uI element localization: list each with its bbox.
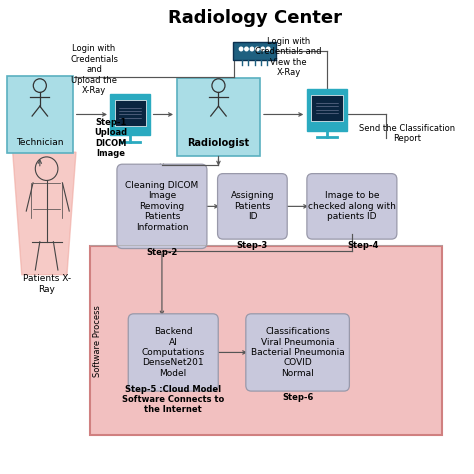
- Circle shape: [250, 47, 254, 51]
- Text: Step-5 :Cloud Model
Software Connects to
the Internet: Step-5 :Cloud Model Software Connects to…: [122, 385, 224, 414]
- Text: Send the Classification
Report: Send the Classification Report: [359, 124, 455, 143]
- Text: Step-4: Step-4: [347, 241, 379, 250]
- Text: Step-3: Step-3: [237, 241, 268, 250]
- FancyBboxPatch shape: [115, 100, 146, 126]
- Circle shape: [245, 47, 248, 51]
- FancyBboxPatch shape: [307, 173, 397, 239]
- Text: Classifications
Viral Pneumonia
Bacterial Pneumonia
COVID
Normal: Classifications Viral Pneumonia Bacteria…: [251, 327, 345, 378]
- Circle shape: [239, 47, 243, 51]
- Text: Radiologist: Radiologist: [187, 138, 249, 148]
- Text: Technician: Technician: [16, 138, 64, 147]
- FancyBboxPatch shape: [177, 78, 260, 156]
- Text: Step-6: Step-6: [282, 393, 313, 402]
- Text: Step-2: Step-2: [146, 247, 178, 256]
- FancyBboxPatch shape: [246, 314, 349, 391]
- FancyBboxPatch shape: [307, 89, 347, 130]
- FancyBboxPatch shape: [90, 246, 442, 435]
- Circle shape: [266, 47, 270, 51]
- Text: Software Process: Software Process: [93, 305, 102, 377]
- Polygon shape: [13, 152, 76, 275]
- FancyBboxPatch shape: [218, 173, 287, 239]
- Text: Patients X-
Ray: Patients X- Ray: [23, 274, 71, 294]
- Circle shape: [261, 47, 264, 51]
- Text: Radiology Center: Radiology Center: [168, 9, 342, 27]
- Text: Backend
AI
Computations
DenseNet201
Model: Backend AI Computations DenseNet201 Mode…: [142, 327, 205, 378]
- Text: Cleaning DICOM
Image
Removing
Patients
Information: Cleaning DICOM Image Removing Patients I…: [125, 181, 199, 232]
- Text: Step-1
Upload
DICOM
Image: Step-1 Upload DICOM Image: [94, 118, 127, 158]
- FancyBboxPatch shape: [311, 95, 343, 121]
- FancyBboxPatch shape: [233, 42, 276, 60]
- Text: Login with
Credentials and
View the
X-Ray: Login with Credentials and View the X-Ra…: [255, 37, 322, 77]
- Text: Login with
Credentials
and
Upload the
X-Ray: Login with Credentials and Upload the X-…: [70, 45, 118, 95]
- FancyBboxPatch shape: [117, 164, 207, 248]
- FancyBboxPatch shape: [128, 314, 218, 391]
- FancyBboxPatch shape: [110, 94, 150, 135]
- Text: Image to be
checked along with
patients ID: Image to be checked along with patients …: [308, 191, 396, 221]
- Circle shape: [255, 47, 259, 51]
- FancyBboxPatch shape: [7, 76, 73, 154]
- Text: Assigning
Patients
ID: Assigning Patients ID: [230, 191, 274, 221]
